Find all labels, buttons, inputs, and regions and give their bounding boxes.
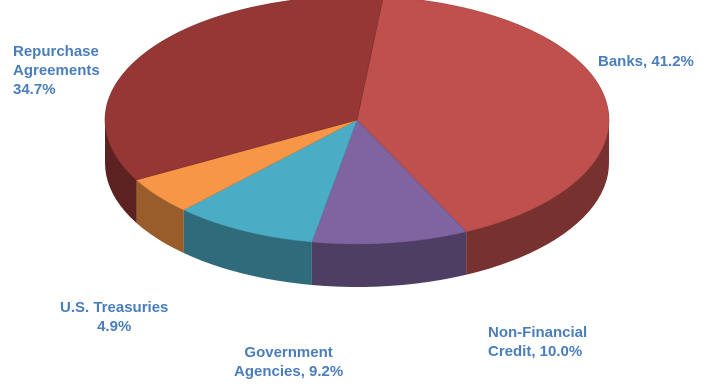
label-banks: Banks, 41.2% — [598, 52, 694, 71]
side-wall-non-financial-credit — [311, 231, 467, 287]
label-repurchase-agreements: Repurchase Agreements 34.7% — [13, 42, 100, 99]
side-wall-repurchase-agreements — [105, 120, 137, 223]
pie-side-walls — [105, 120, 609, 287]
label-repurchase-agreements-line-3: 34.7% — [13, 81, 56, 98]
label-non-financial-credit-line-2: Credit, 10.0% — [488, 343, 583, 360]
slice-repurchase-agreements — [104, 0, 383, 181]
label-banks-line-1: Banks, 41.2% — [598, 53, 694, 70]
slice-banks — [356, 0, 610, 233]
side-wall-u-s-treasuries — [136, 179, 184, 254]
label-repurchase-agreements-line-2: Agreements — [13, 62, 100, 79]
pie-slices — [104, 0, 610, 245]
side-wall-banks — [466, 120, 609, 275]
slice-non-financial-credit — [311, 119, 467, 245]
label-us-treasuries-line-1: U.S. Treasuries — [60, 299, 169, 316]
label-non-financial-credit: Non-Financial Credit, 10.0% — [488, 323, 587, 361]
label-government-agencies-line-1: Government — [244, 344, 333, 361]
label-repurchase-agreements-line-1: Repurchase — [13, 43, 99, 60]
label-us-treasuries-line-2: 4.9% — [97, 318, 132, 335]
label-non-financial-credit-line-1: Non-Financial — [488, 324, 588, 341]
label-government-agencies-line-2: Agencies, 9.2% — [234, 363, 344, 380]
slice-government-agencies — [183, 119, 358, 243]
label-government-agencies: Government Agencies, 9.2% — [234, 343, 343, 381]
label-us-treasuries: U.S. Treasuries 4.9% — [60, 298, 168, 336]
side-wall-government-agencies — [183, 210, 312, 285]
